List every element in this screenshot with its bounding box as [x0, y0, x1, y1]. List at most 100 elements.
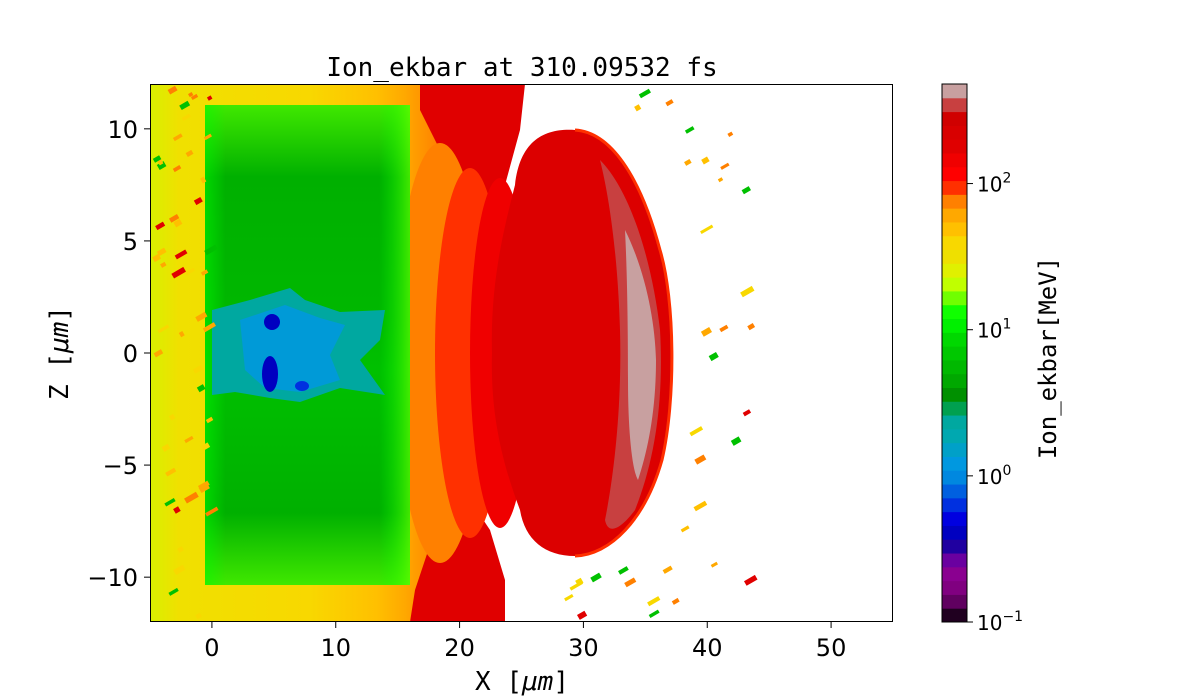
- x-axis-label: X [μm]: [475, 667, 569, 697]
- x-axis: 0 10 20 30 40 50: [204, 622, 846, 662]
- ion-speck: [172, 165, 182, 173]
- ion-speck: [184, 491, 199, 504]
- ion-speck: [168, 587, 179, 596]
- colorbar-level: [942, 428, 967, 444]
- ion-speck: [173, 506, 181, 514]
- y-axis-label: Z [μm]: [45, 306, 75, 400]
- y-label-unit: μm: [45, 322, 75, 354]
- region-dark-blue-spot: [295, 381, 309, 391]
- colorbar-level: [942, 180, 967, 195]
- plot-frame: [150, 84, 893, 622]
- colorbar-level: [942, 497, 967, 513]
- y-tick-label: 5: [123, 228, 138, 256]
- colorbar-level: [942, 290, 967, 306]
- ion-speck: [172, 133, 183, 142]
- colorbar-level: [942, 442, 967, 457]
- x-tick-label: 50: [816, 634, 847, 662]
- ion-speck: [206, 95, 213, 101]
- colorbar-frame: [941, 83, 968, 623]
- y-tick-label: 10: [107, 116, 138, 144]
- ion-speck: [196, 384, 206, 393]
- ion-speck: [618, 566, 629, 575]
- ion-speck: [153, 349, 164, 358]
- colorbar-level: [942, 318, 967, 333]
- heatmap-field: [150, 84, 893, 622]
- ion-speck: [178, 331, 185, 338]
- ion-speck: [720, 162, 730, 170]
- ion-speck: [179, 100, 191, 111]
- ion-speck: [200, 176, 207, 184]
- ion-speck: [160, 261, 167, 268]
- colorbar-level: [942, 470, 967, 485]
- colorbar-level: [942, 97, 967, 113]
- colorbar-level: [942, 263, 967, 278]
- ion-speck: [152, 253, 162, 263]
- colorbar-level: [942, 166, 967, 182]
- ion-speck: [689, 426, 704, 437]
- colorbar-level: [942, 566, 967, 582]
- colorbar-tick-base: 10: [977, 319, 1002, 343]
- ion-speck: [202, 322, 216, 333]
- ion-speck: [164, 497, 176, 507]
- ion-speck: [177, 546, 184, 553]
- ion-speck: [684, 126, 695, 134]
- x-tick-label: 10: [320, 634, 351, 662]
- ion-speck: [671, 597, 680, 605]
- x-label-unit: μm: [521, 667, 553, 697]
- ion-speck: [740, 285, 755, 298]
- ion-speck: [648, 609, 660, 618]
- colorbar-level: [942, 359, 967, 375]
- colorbar-level: [942, 525, 967, 540]
- colorbar-level: [942, 304, 967, 320]
- ion-speck: [662, 565, 673, 574]
- chart-title: Ion_ekbar at 310.09532 fs: [326, 53, 717, 83]
- ion-speck: [647, 596, 661, 607]
- colorbar-tick-label: 10−1: [977, 609, 1023, 635]
- ion-speck: [185, 149, 194, 157]
- ion-speck: [680, 525, 690, 533]
- colorbar-tick-exponent: 0: [1002, 463, 1011, 479]
- ion-speck: [187, 92, 194, 98]
- colorbar-level: [942, 249, 967, 264]
- colorbar-tick-base: 10: [977, 173, 1002, 197]
- colorbar-level: [942, 208, 967, 223]
- ion-speck: [173, 564, 186, 576]
- x-tick-label: 0: [204, 634, 219, 662]
- ion-speck: [200, 269, 209, 276]
- colorbar-level: [942, 84, 967, 99]
- ion-speck: [590, 572, 602, 583]
- y-axis: −10 −5 0 5 10: [87, 116, 150, 592]
- ion-speck: [205, 506, 219, 517]
- colorbar-label: Ion_ekbar[MeV]: [1034, 257, 1062, 459]
- ion-speck: [747, 323, 756, 331]
- ion-speck: [184, 267, 196, 276]
- ion-speck: [181, 113, 191, 121]
- ion-speck: [576, 610, 588, 620]
- y-tick-label: −5: [103, 452, 138, 480]
- ion-speck: [165, 467, 177, 477]
- ion-speck: [700, 327, 713, 337]
- colorbar-level: [942, 580, 967, 595]
- ion-speck: [693, 500, 708, 512]
- ion-speck: [708, 351, 719, 362]
- y-label-suffix: ]: [45, 306, 75, 322]
- colorbar-tick-label: 100: [977, 463, 1011, 489]
- ion-speck: [624, 577, 637, 588]
- colorbar-level: [942, 111, 967, 126]
- x-label-suffix: ]: [553, 667, 569, 697]
- ion-speck: [184, 435, 194, 444]
- colorbar-level: [942, 277, 967, 292]
- colorbar-level: [942, 235, 967, 251]
- ion-speck: [200, 442, 211, 451]
- colorbar-level: [942, 484, 967, 499]
- ion-speck: [169, 413, 176, 421]
- x-tick-label: 20: [444, 634, 475, 662]
- ion-speck: [152, 155, 162, 163]
- ion-speck: [205, 416, 214, 424]
- ion-speck: [173, 218, 183, 228]
- colorbar-tick-base: 10: [977, 611, 1002, 635]
- y-tick-label: −10: [87, 564, 138, 592]
- colorbar-level: [942, 608, 967, 623]
